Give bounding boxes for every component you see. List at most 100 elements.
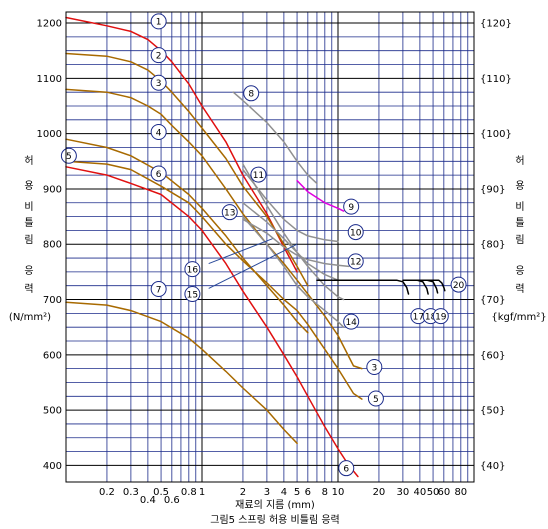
axis-label-char: 용: [24, 180, 33, 192]
series-line-2: [65, 52, 309, 287]
callout-12: 12: [347, 253, 364, 270]
callout-circle: [150, 47, 167, 64]
callout-label: 15: [187, 290, 198, 300]
pointer-line-15: [208, 243, 298, 289]
pointer-line-16: [208, 238, 273, 265]
callout-16: 16: [184, 261, 201, 278]
callout-label: 11: [253, 171, 264, 181]
callout-label: 4: [156, 128, 162, 138]
callout-label: 3: [371, 363, 377, 373]
callout-circle: [150, 13, 167, 30]
chart-series: [65, 16, 446, 478]
callout-label: 13: [224, 208, 235, 218]
plot-frame: [65, 11, 475, 483]
series-line-14: [242, 215, 345, 328]
callout-10: 10: [347, 224, 364, 241]
series-line-17: [316, 279, 410, 295]
axis-label-char: 비: [24, 201, 33, 213]
callout-circle: [366, 358, 383, 375]
callout-label: 12: [350, 258, 361, 268]
x-tick-label: 60: [437, 487, 450, 498]
y-tick-label-left: 600: [43, 350, 62, 361]
callout-7: 7: [150, 281, 167, 298]
callout-circle: [150, 165, 167, 182]
series-line-10: [242, 168, 339, 243]
callout-circle: [250, 166, 267, 183]
callout-8: 8: [243, 85, 260, 102]
x-tick-label: 0.8: [181, 487, 197, 498]
x-tick-label: 0.4: [140, 495, 156, 506]
callout-label: 17: [413, 312, 424, 322]
callout-3: 3: [150, 74, 167, 91]
axis-label-char: 비: [515, 201, 524, 213]
series-line-9: [296, 179, 345, 212]
series-line-13: [242, 202, 339, 281]
y-tick-label-right: {90}: [480, 184, 505, 195]
x-tick-label: 50: [427, 487, 440, 498]
callout-20: 20: [450, 276, 467, 293]
callout-label: 14: [345, 318, 357, 328]
callout-label: 2: [156, 51, 162, 61]
callout-circle: [450, 276, 467, 293]
callout-19: 19: [432, 308, 449, 325]
callout-label: 7: [156, 285, 162, 295]
y-tick-label-right: {40}: [480, 461, 505, 472]
x-tick-label: 3: [264, 487, 270, 498]
y-tick-label-left: 1000: [37, 129, 62, 140]
y-tick-label-left: 1100: [37, 74, 62, 85]
chart-grid: [66, 12, 474, 482]
y-tick-label-left: 500: [43, 406, 62, 417]
y-tick-label-left: 900: [43, 184, 62, 195]
callout-5: 5: [367, 390, 384, 407]
y-tick-label-left: 1200: [37, 19, 62, 30]
callout-label: 16: [187, 265, 199, 275]
callout-11: 11: [250, 166, 267, 183]
series-line-12: [242, 218, 350, 268]
x-tick-label: 80: [454, 487, 467, 498]
y-tick-label-left: 400: [43, 461, 62, 472]
chart-pointer-lines: [208, 238, 298, 289]
series-line-8: [232, 91, 318, 185]
callout-circle: [150, 74, 167, 91]
axis-label-char: 틀: [515, 217, 524, 229]
callout-14: 14: [343, 313, 360, 330]
callout-label: 6: [156, 170, 162, 180]
callout-circle: [347, 253, 364, 270]
x-tick-label: 0.6: [164, 495, 180, 506]
callout-circle: [150, 123, 167, 140]
y-tick-label-left: 700: [43, 295, 62, 306]
x-tick-label: 8: [322, 487, 328, 498]
callout-5: 5: [60, 147, 77, 164]
callout-label: 8: [248, 90, 254, 100]
x-tick-label: 40: [414, 487, 427, 498]
callout-15: 15: [184, 286, 201, 302]
callout-9: 9: [343, 198, 360, 215]
series-line-7: [65, 301, 298, 445]
callout-label: 5: [373, 395, 379, 405]
axis-label-char: 용: [515, 180, 524, 192]
y-tick-label-right: {50}: [480, 406, 505, 417]
x-axis-label: 재료의 지름 (mm): [235, 499, 315, 511]
x-tick-label: 20: [373, 487, 386, 498]
x-tick-label: 2: [240, 487, 246, 498]
axis-label-char: 력: [24, 283, 33, 295]
callout-6: 6: [150, 165, 167, 182]
callout-2: 2: [150, 47, 167, 64]
axis-label-char: 응: [515, 265, 524, 277]
axis-label-char: 력: [515, 283, 524, 295]
x-tick-label: 30: [397, 487, 410, 498]
callout-circle: [184, 286, 201, 302]
callout-label: 5: [66, 152, 72, 162]
axis-label-char: 틀: [24, 217, 33, 229]
callout-circle: [432, 308, 449, 325]
y-tick-label-right: {80}: [480, 240, 505, 251]
callout-circle: [343, 198, 360, 215]
callout-1: 1: [150, 13, 167, 30]
y-tick-label-left: 800: [43, 240, 62, 251]
callout-circle: [343, 313, 360, 330]
axis-unit: {kgf/mm²}: [491, 312, 546, 323]
callout-circle: [221, 204, 238, 221]
callout-3: 3: [366, 358, 383, 375]
